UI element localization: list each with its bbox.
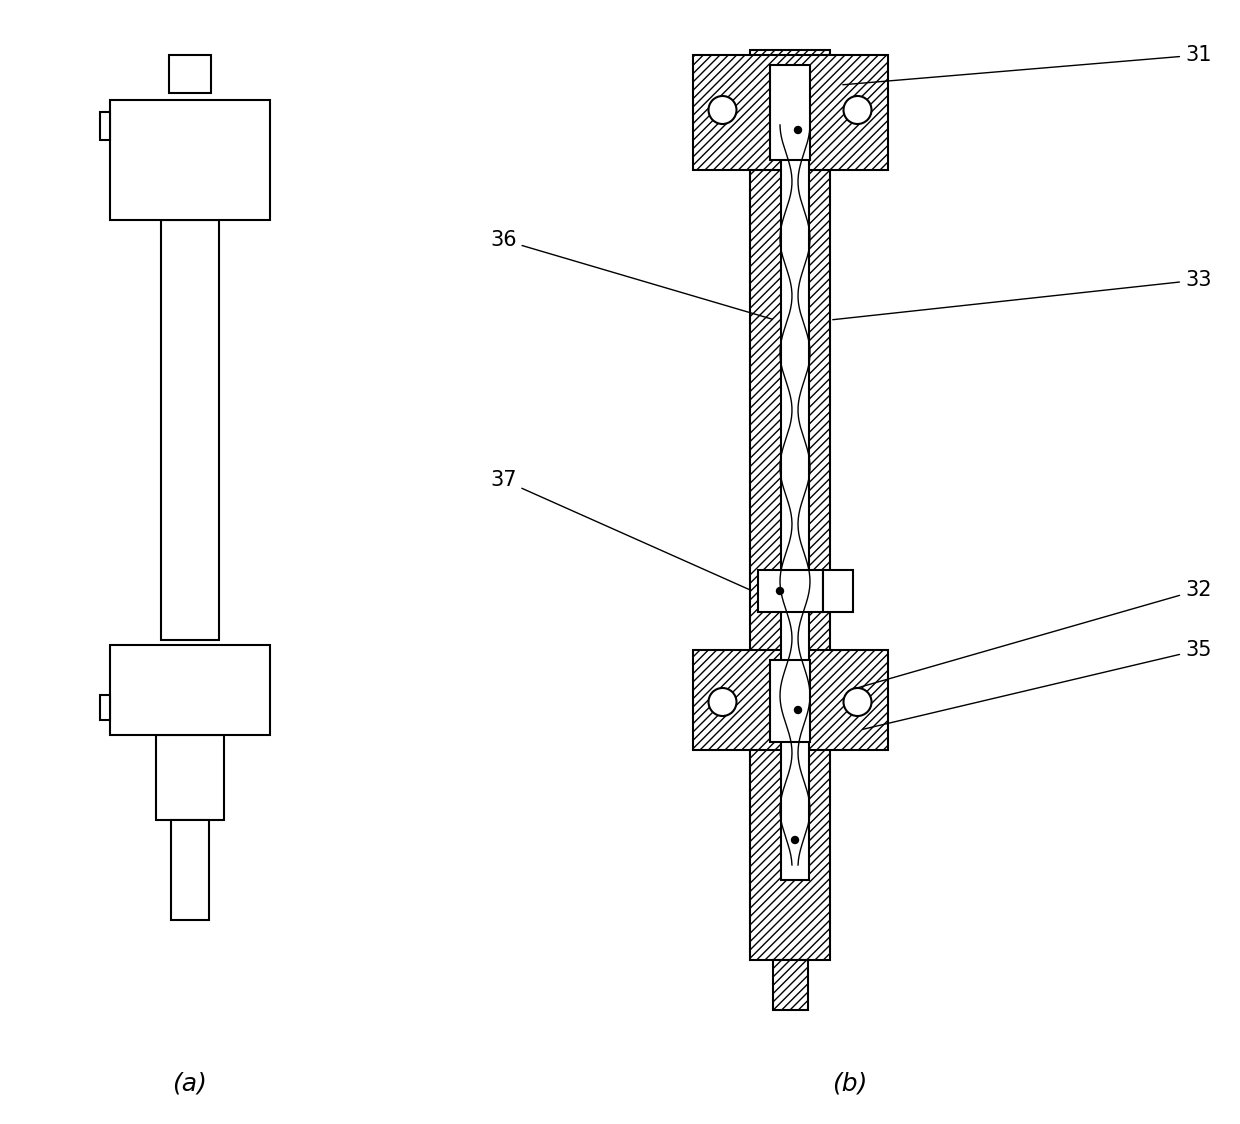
Bar — [770, 65, 810, 160]
Bar — [100, 112, 110, 140]
Circle shape — [795, 707, 801, 714]
Circle shape — [776, 588, 784, 595]
Text: (a): (a) — [172, 1072, 207, 1096]
Bar — [758, 570, 822, 611]
Bar — [781, 110, 808, 880]
Bar — [750, 49, 830, 960]
Bar — [770, 660, 810, 742]
Circle shape — [708, 96, 737, 124]
Text: 33: 33 — [833, 270, 1211, 319]
Circle shape — [795, 127, 801, 134]
Text: 37: 37 — [490, 470, 750, 590]
Bar — [171, 821, 210, 921]
Bar — [773, 960, 807, 1010]
Bar — [110, 645, 270, 735]
Bar — [822, 570, 853, 611]
Bar — [100, 695, 110, 720]
Text: 32: 32 — [853, 580, 1211, 689]
Circle shape — [708, 688, 737, 716]
Text: 35: 35 — [863, 640, 1211, 729]
Bar — [692, 650, 888, 750]
Bar — [169, 55, 211, 93]
Text: 31: 31 — [843, 45, 1211, 84]
Circle shape — [843, 96, 872, 124]
Bar — [692, 55, 888, 170]
Circle shape — [843, 688, 872, 716]
Bar — [110, 100, 270, 220]
Text: 36: 36 — [490, 230, 773, 319]
Text: (b): (b) — [832, 1072, 868, 1096]
Bar — [156, 735, 224, 821]
Circle shape — [791, 836, 799, 843]
Bar — [161, 220, 219, 640]
